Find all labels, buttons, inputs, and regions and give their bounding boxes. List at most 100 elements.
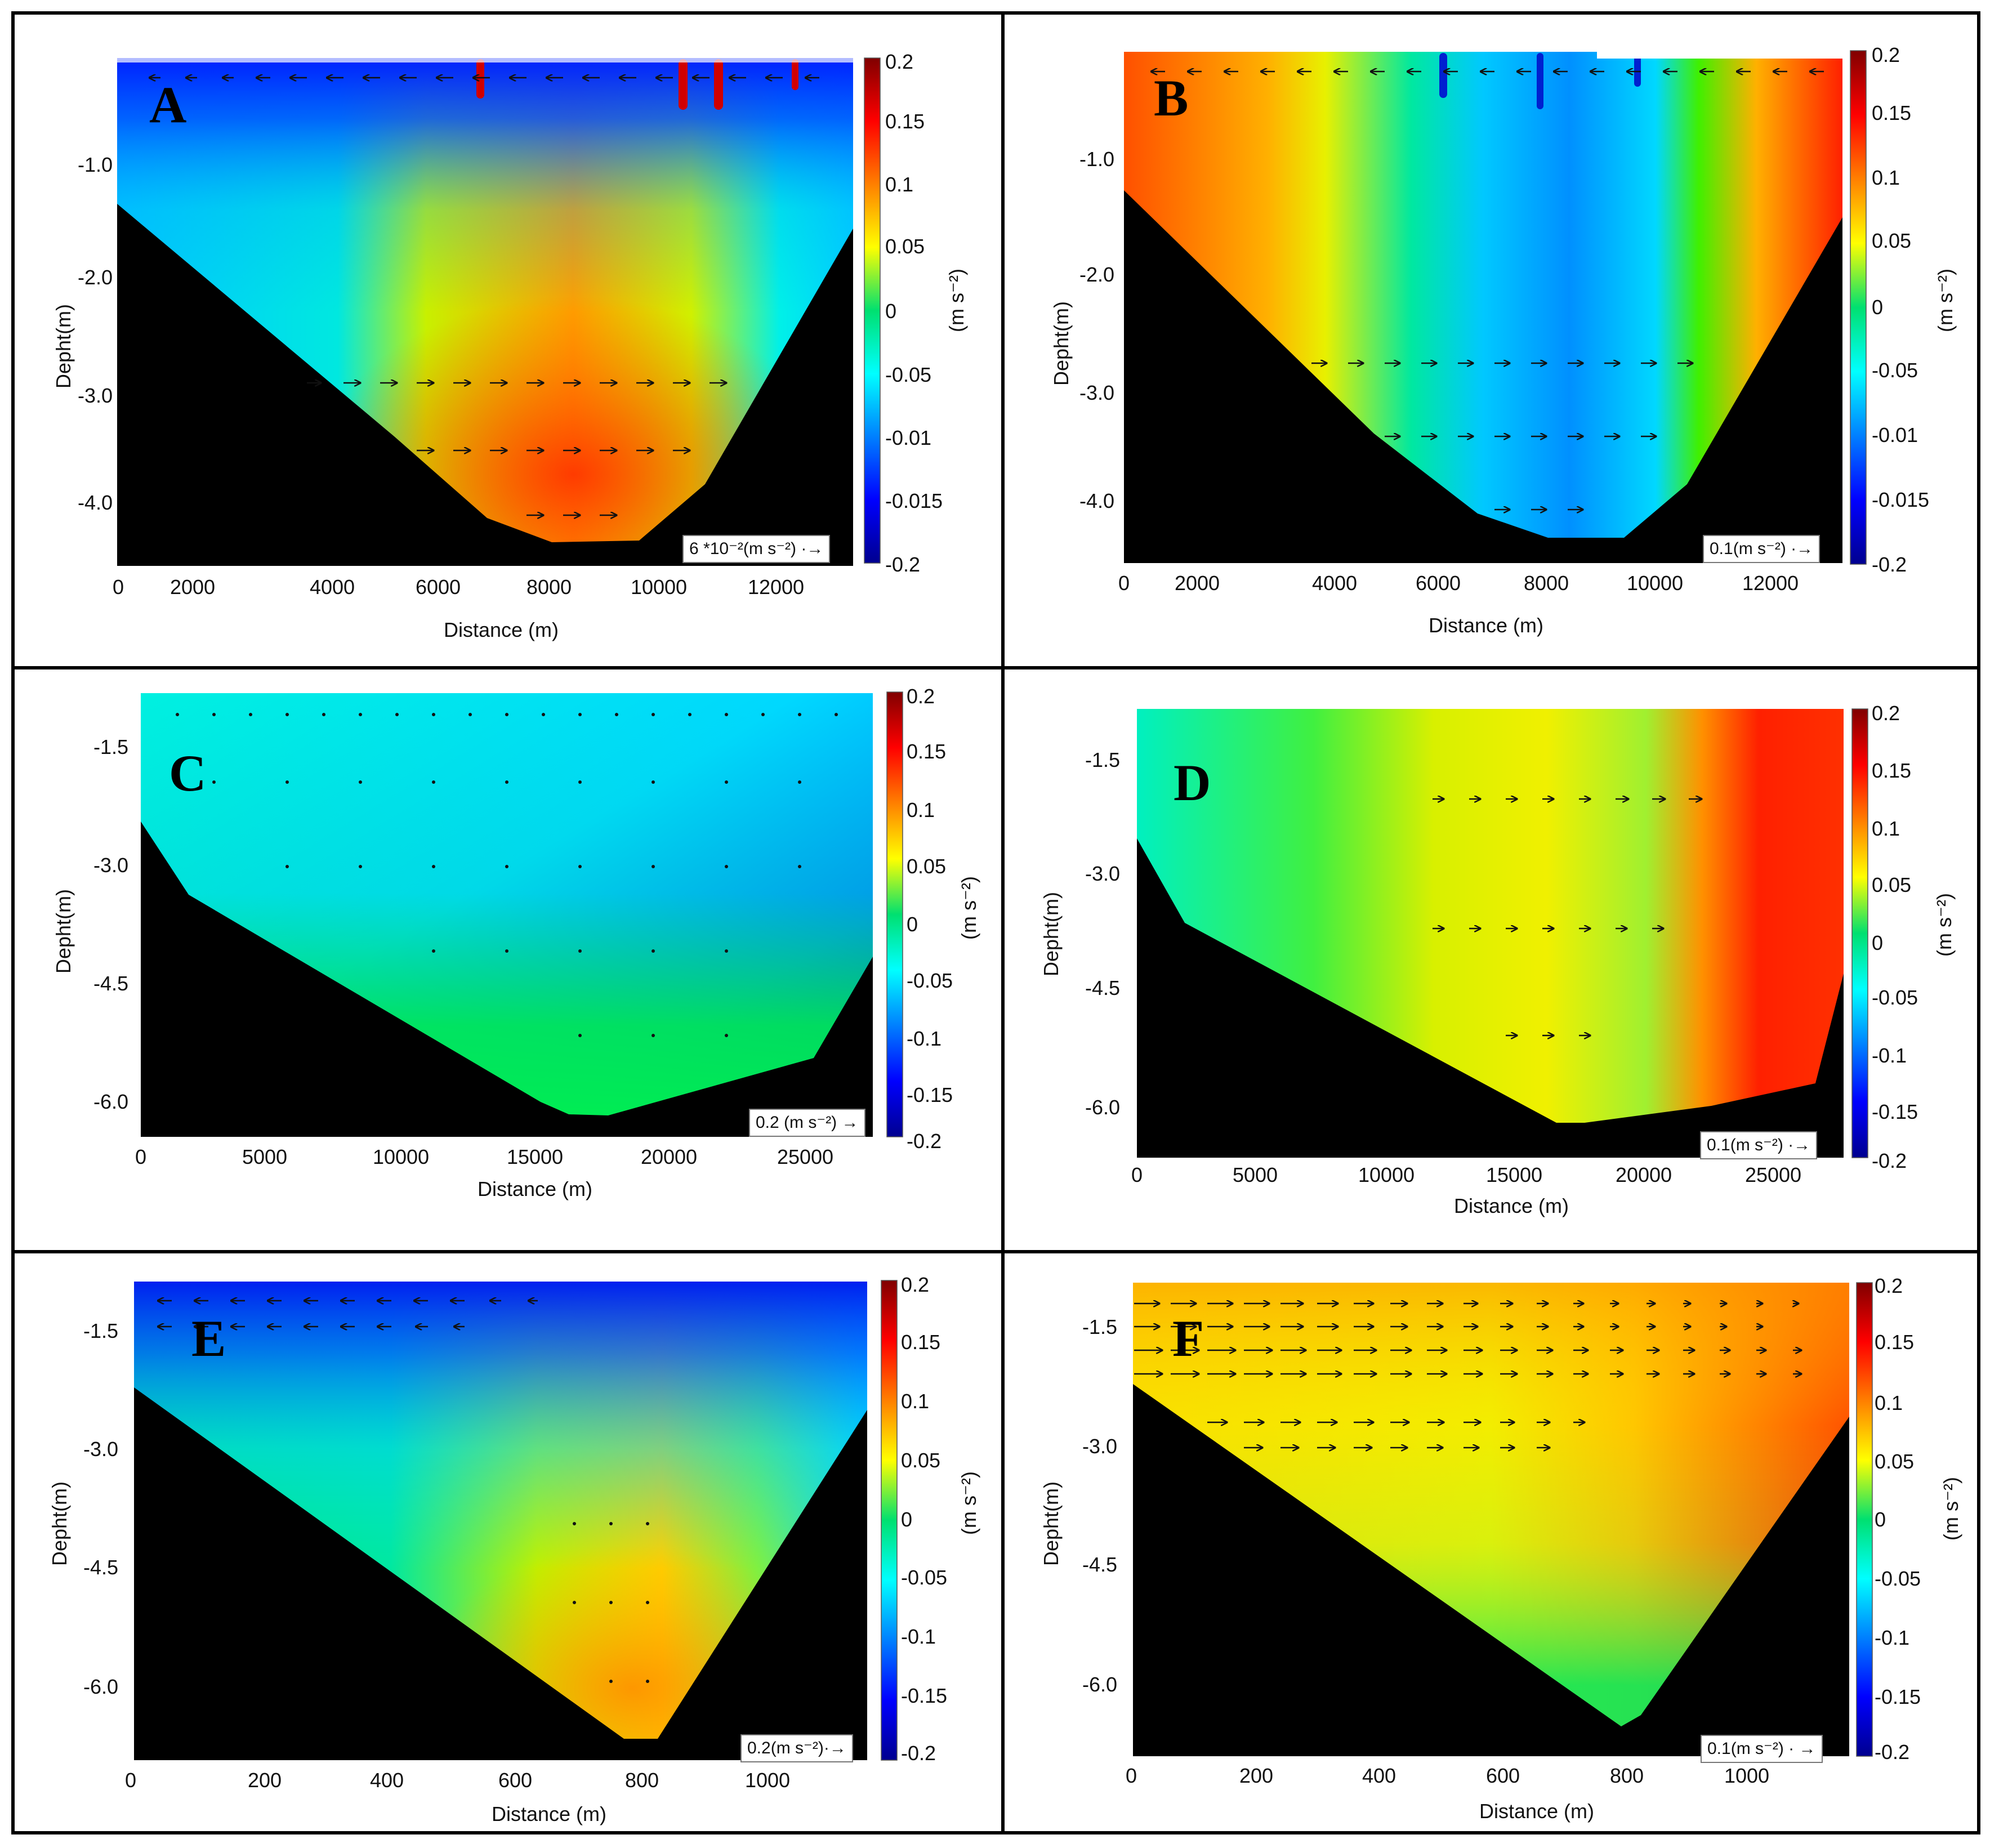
panel-a-xtick: 2000 — [169, 575, 216, 599]
panel-d-ytick: -3.0 — [1085, 862, 1120, 885]
panel-f-xtick: 200 — [1239, 1764, 1274, 1787]
panel-b-cbtick: -0.2 — [1872, 553, 1907, 576]
panel-e-xtick: 1000 — [744, 1769, 791, 1792]
panel-e-xlabel: Distance (m) — [491, 1802, 607, 1825]
panel-f-ytick: -3.0 — [1082, 1435, 1117, 1458]
panel-f: F -1.5 -3.0 -4.5 -6.0 0 200 400 600 800 … — [1005, 1253, 1980, 1834]
panel-d: D -1.5 -3.0 -4.5 -6.0 0 5000 10000 15000… — [1005, 669, 1980, 1250]
panel-b-colorbar — [1850, 50, 1867, 565]
panel-a-vector-scale: 6 *10⁻²(m s⁻²) ·→ — [682, 535, 831, 563]
panel-e-ytick: -4.5 — [83, 1556, 118, 1579]
panel-b-plot — [1124, 50, 1867, 565]
panel-f-vector-scale: 0.1(m s⁻²) · → — [1701, 1735, 1823, 1763]
panel-a-cbtick: 0.1 — [885, 173, 914, 196]
panel-c-xtick: 5000 — [242, 1145, 288, 1168]
panel-f-cbtick: 0.05 — [1875, 1450, 1915, 1473]
panel-b-ytick: -1.0 — [1079, 148, 1114, 171]
panel-a-label: A — [149, 76, 187, 133]
panel-f-label: F — [1172, 1310, 1204, 1367]
panel-d-colorbar — [1851, 708, 1868, 1158]
panel-c-cbtick: 0.1 — [907, 798, 935, 822]
panel-e-cbtick: -0.15 — [901, 1684, 948, 1707]
panel-a-surface-anomalies — [476, 59, 798, 110]
panel-d-cbtick: 0 — [1872, 931, 1884, 954]
panel-a-colorbar — [864, 57, 881, 564]
panel-b-vector-scale: 0.1(m s⁻²) ·→ — [1703, 535, 1821, 563]
panel-d-vector-field — [1433, 799, 1702, 1035]
panel-e-ylabel: Depht(m) — [48, 1481, 71, 1566]
panel-a-xlabel: Distance (m) — [443, 618, 559, 641]
panel-f-ytick: -6.0 — [1082, 1673, 1117, 1696]
panel-d-ytick: -1.5 — [1085, 748, 1120, 771]
panel-c-ylabel: Depht(m) — [52, 889, 75, 974]
panel-d-plot — [1137, 708, 1868, 1158]
panel-c-bathymetry — [141, 822, 873, 1137]
panel-e-ytick: -6.0 — [83, 1675, 118, 1698]
panel-b-cbtick: 0.2 — [1872, 43, 1900, 66]
panel-c-cbtick: 0 — [907, 913, 918, 936]
panel-divider-horizontal-2 — [11, 1250, 1980, 1253]
panel-e-xtick: 600 — [498, 1769, 533, 1792]
panel-f-cbtick: 0 — [1875, 1508, 1886, 1531]
panel-f-ytick: -1.5 — [1082, 1315, 1117, 1338]
panel-f-ytick: -4.5 — [1082, 1553, 1117, 1576]
panel-divider-vertical — [1001, 11, 1005, 1834]
panel-a-xtick: 12000 — [747, 575, 805, 599]
panel-a-vector-field — [149, 78, 819, 515]
panel-f-cbtick: -0.15 — [1875, 1685, 1921, 1708]
panel-c-cbtick: -0.1 — [907, 1027, 942, 1050]
panel-c-colorbar-label: (m s⁻²) — [957, 876, 980, 940]
panel-b-cbtick: 0.15 — [1872, 101, 1912, 124]
panel-c-cbtick: -0.2 — [907, 1130, 942, 1153]
panel-a-cbtick: 0 — [885, 300, 897, 323]
panel-a-ytick: -3.0 — [77, 384, 113, 407]
panel-d-colorbar-label: (m s⁻²) — [1933, 893, 1956, 957]
panel-e-cbtick: -0.05 — [901, 1566, 948, 1589]
panel-a-xtick: 10000 — [630, 575, 688, 599]
panel-a-ytick: -2.0 — [77, 266, 113, 289]
panel-f-cbtick: -0.1 — [1875, 1626, 1910, 1649]
panel-a-cbtick: -0.01 — [885, 426, 932, 449]
panel-e-cbtick: 0.2 — [901, 1273, 930, 1296]
panel-e-ytick: -1.5 — [83, 1319, 118, 1342]
panel-c-vector-field — [176, 713, 838, 1037]
figure-frame — [11, 11, 1980, 1834]
panel-f-xlabel: Distance (m) — [1479, 1800, 1595, 1823]
panel-a-xtick: 6000 — [415, 575, 461, 599]
panel-d-xtick: 15000 — [1485, 1163, 1543, 1186]
panel-a-bathymetry — [117, 204, 853, 566]
panel-e-cbtick: -0.2 — [901, 1742, 936, 1765]
panel-f-xtick: 800 — [1609, 1764, 1644, 1787]
panel-b-xtick: 6000 — [1415, 572, 1461, 595]
panel-a-ylabel: Depht(m) — [52, 303, 75, 389]
panel-f-ylabel: Depht(m) — [1039, 1481, 1063, 1566]
panel-d-ytick: -4.5 — [1085, 976, 1120, 999]
panel-e-colorbar-label: (m s⁻²) — [957, 1471, 980, 1535]
panel-e-cbtick: 0.05 — [901, 1449, 941, 1472]
panel-f-xtick: 600 — [1485, 1764, 1520, 1787]
panel-c-ytick: -4.5 — [93, 972, 128, 995]
panel-d-vector-scale: 0.1(m s⁻²) ·→ — [1700, 1131, 1818, 1159]
panel-f-cbtick: 0.2 — [1875, 1274, 1903, 1297]
panel-e-xtick: 200 — [247, 1769, 282, 1792]
panel-d-cbtick: 0.15 — [1872, 759, 1912, 782]
panel-a-ytick: -4.0 — [77, 491, 113, 514]
panel-e-ytick: -3.0 — [83, 1438, 118, 1461]
panel-d-cbtick: -0.2 — [1872, 1149, 1907, 1172]
panel-d-cbtick: -0.15 — [1872, 1100, 1918, 1123]
panel-f-cbtick: -0.2 — [1875, 1740, 1910, 1764]
panel-b-ytick: -2.0 — [1079, 263, 1114, 286]
panel-b-xtick: 12000 — [1742, 572, 1799, 595]
panel-a-colorbar-label: (m s⁻²) — [945, 269, 968, 332]
panel-b-label: B — [1154, 69, 1189, 127]
panel-b-xtick: 10000 — [1626, 572, 1684, 595]
panel-d-cbtick: -0.1 — [1872, 1044, 1907, 1067]
panel-c-colorbar — [886, 691, 903, 1137]
panel-d-xlabel: Distance (m) — [1453, 1194, 1569, 1217]
panel-d-xtick: 0 — [1131, 1163, 1143, 1186]
panel-c-xtick: 20000 — [640, 1145, 698, 1168]
panel-e: E -1.5 -3.0 -4.5 -6.0 0 200 400 600 800 … — [0, 1253, 1001, 1834]
panel-b-cbtick: -0.01 — [1872, 423, 1918, 447]
panel-e-cbtick: 0.1 — [901, 1390, 930, 1413]
panel-b-xtick: 4000 — [1311, 572, 1358, 595]
